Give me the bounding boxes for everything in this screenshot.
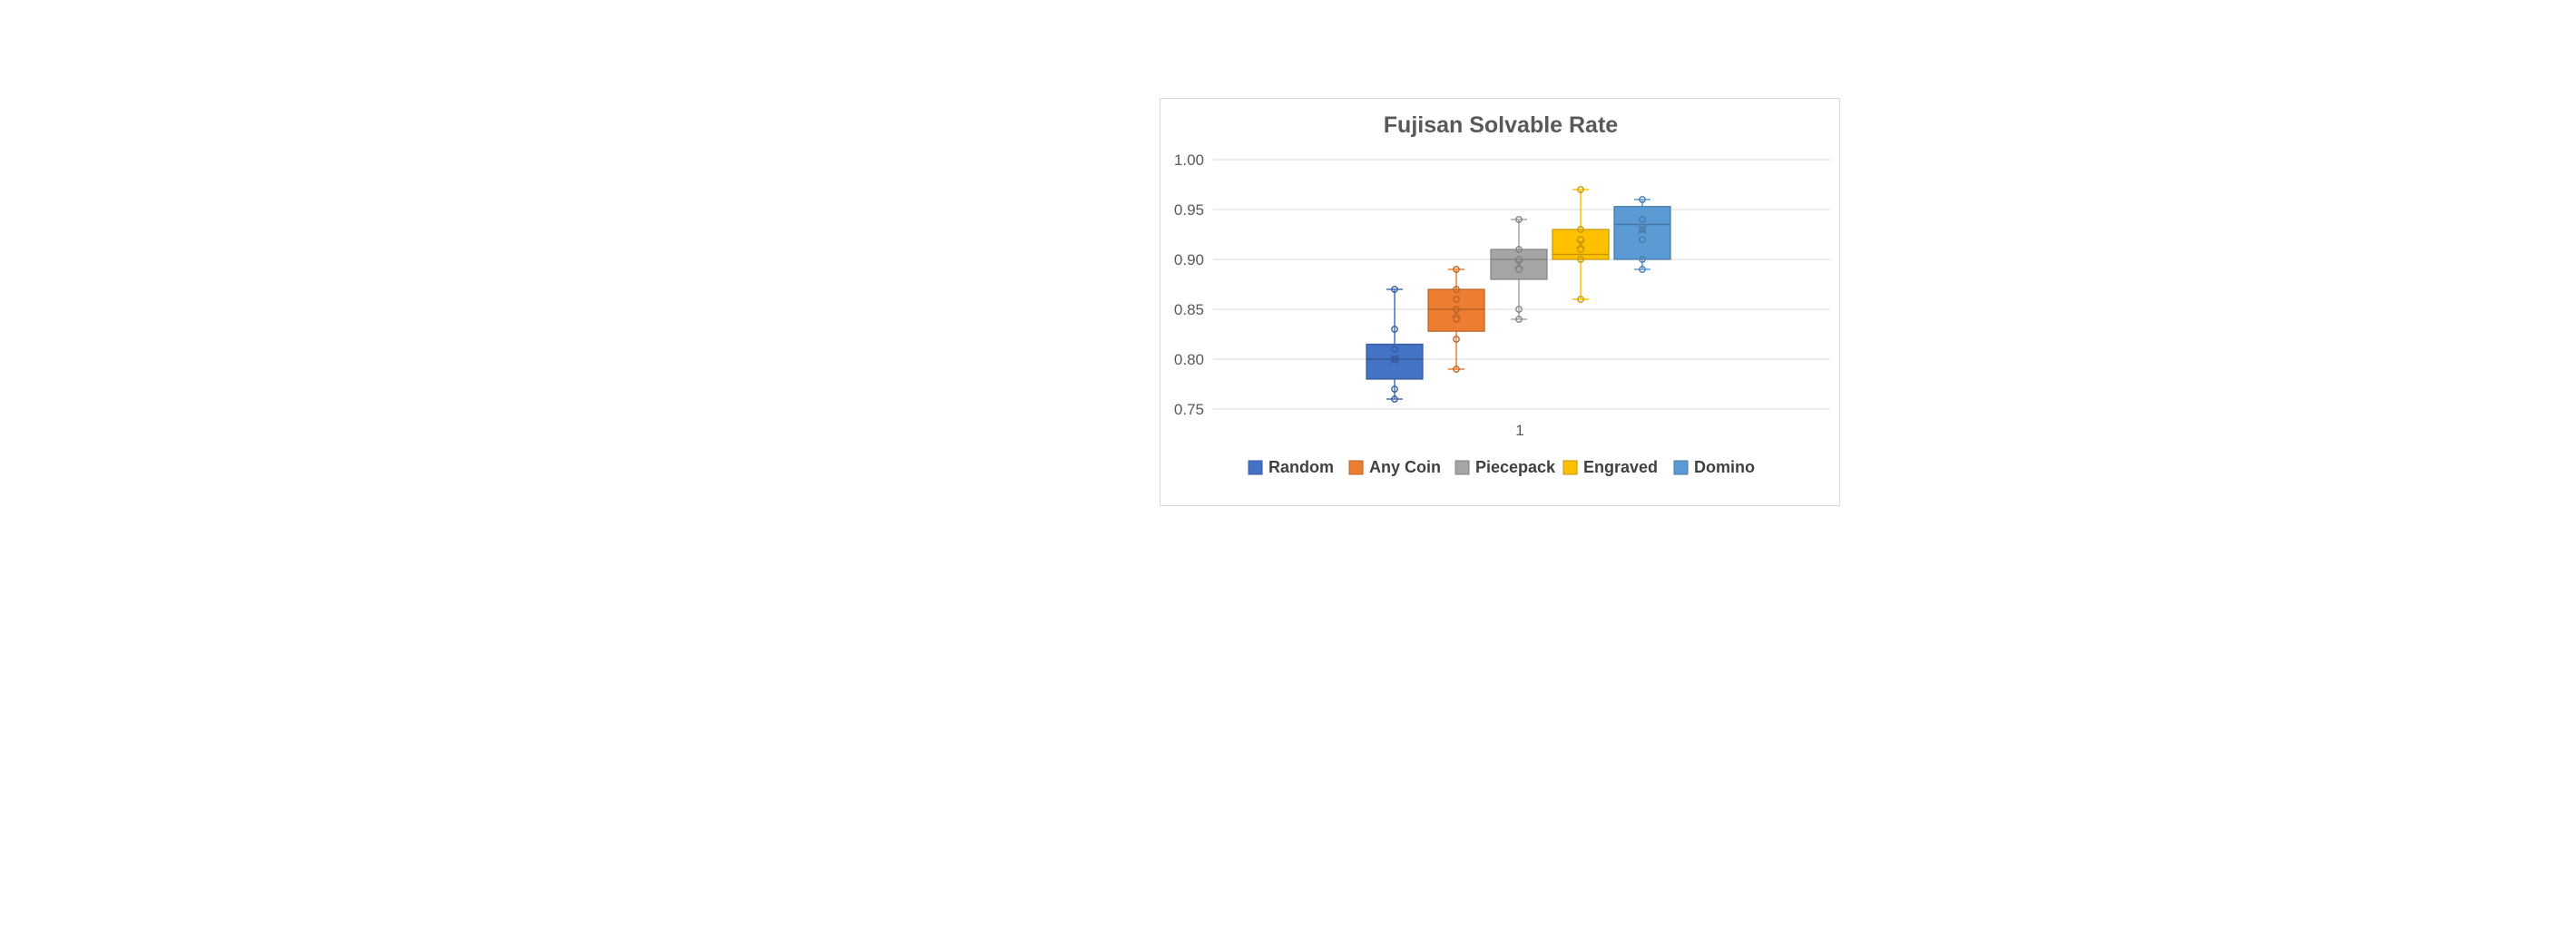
mean-marker: [1390, 355, 1399, 364]
legend-swatch: [1455, 460, 1470, 475]
data-point: [1391, 346, 1398, 353]
mean-marker: [1514, 259, 1523, 269]
y-tick-label: 0.80: [1174, 351, 1204, 368]
box-domino: [1613, 196, 1671, 273]
data-point: [1453, 366, 1460, 373]
data-point: [1577, 296, 1584, 303]
data-point: [1515, 306, 1523, 313]
box-engraved: [1552, 186, 1610, 303]
data-point: [1391, 286, 1398, 293]
data-point: [1639, 236, 1646, 243]
x-tick-label: 1: [1515, 422, 1523, 439]
y-axis-tick-labels: 0.75 0.80 0.85 0.90 0.95 1.00: [1174, 151, 1204, 418]
data-point: [1577, 236, 1584, 243]
data-point: [1577, 186, 1584, 193]
legend-swatch: [1248, 460, 1263, 475]
legend-swatch: [1348, 460, 1364, 475]
data-point: [1515, 266, 1523, 273]
legend: Random Any Coin Piecepack Engraved Domino: [1248, 458, 1755, 476]
box-plot-series: [1366, 186, 1671, 403]
box-random: [1366, 286, 1424, 403]
data-point: [1639, 266, 1646, 273]
box-piecepack: [1490, 216, 1548, 323]
data-point: [1639, 226, 1646, 233]
mean-marker: [1452, 308, 1461, 318]
legend-item-engraved: Engraved: [1562, 458, 1658, 476]
data-point: [1515, 316, 1523, 323]
mean-marker: [1638, 225, 1647, 234]
data-point: [1515, 216, 1523, 223]
y-tick-label: 0.95: [1174, 201, 1204, 219]
mean-marker: [1576, 239, 1585, 249]
legend-label: Engraved: [1583, 458, 1658, 476]
chart-title: Fujisan Solvable Rate: [1384, 112, 1619, 138]
data-point: [1453, 286, 1460, 293]
legend-label: Any Coin: [1369, 458, 1441, 476]
data-point: [1577, 226, 1584, 233]
data-point: [1515, 246, 1523, 253]
legend-item-random: Random: [1248, 458, 1334, 476]
data-point: [1515, 256, 1523, 263]
data-point: [1453, 336, 1460, 343]
chart-svg: Fujisan Solvable Rate 0.750.800.850.900.…: [1174, 112, 1830, 476]
legend-swatch: [1562, 460, 1578, 475]
data-point: [1391, 326, 1398, 333]
data-point: [1391, 395, 1398, 403]
data-point: [1391, 385, 1398, 393]
data-point: [1639, 196, 1646, 203]
data-point: [1391, 356, 1398, 363]
data-point: [1577, 256, 1584, 263]
data-point: [1639, 256, 1646, 263]
legend-label: Random: [1268, 458, 1334, 476]
legend-label: Domino: [1694, 458, 1755, 476]
y-tick-label: 1.00: [1174, 151, 1204, 169]
data-point: [1453, 316, 1460, 323]
data-point: [1577, 246, 1584, 253]
y-tick-label: 0.85: [1174, 301, 1204, 318]
legend-label: Piecepack: [1475, 458, 1556, 476]
box: [1427, 288, 1485, 332]
y-tick-label: 0.90: [1174, 251, 1204, 268]
legend-swatch: [1673, 460, 1689, 475]
data-point: [1639, 216, 1646, 223]
legend-item-domino: Domino: [1673, 458, 1755, 476]
box-any-coin: [1427, 266, 1485, 373]
grid-layer: [1213, 159, 1830, 410]
box: [1613, 206, 1671, 260]
data-point: [1453, 296, 1460, 303]
data-point: [1453, 266, 1460, 273]
data-point: [1453, 306, 1460, 313]
legend-item-any-coin: Any Coin: [1348, 458, 1441, 476]
chart-frame: Fujisan Solvable Rate 0.75 0.80 0.85 0.90 0.…: [1160, 98, 1840, 506]
legend-item-piecepack: Piecepack: [1455, 458, 1556, 476]
y-tick-label: 0.75: [1174, 401, 1204, 418]
